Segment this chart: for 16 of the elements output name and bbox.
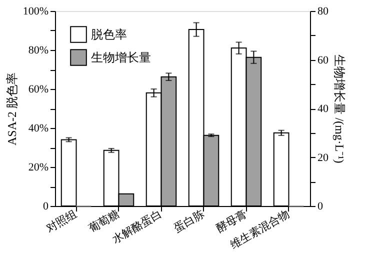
x-tick-label: 蛋白胨 <box>172 208 207 236</box>
y2-tick-label: 40 <box>318 103 329 115</box>
y-tick-label: 0 <box>43 200 49 212</box>
y-tick-label: 40% <box>28 122 48 134</box>
y-tick-label: 60% <box>28 84 48 96</box>
y2-tick-label: 20 <box>318 152 329 164</box>
y2-axis-title: 生物增长量 /(mg·L⁻¹) <box>332 54 346 164</box>
y2-tick-label: 60 <box>318 54 329 66</box>
legend-label: 生物增长量 <box>91 50 151 64</box>
y2-tick-label: 80 <box>318 6 329 18</box>
y-tick-label: 80% <box>28 44 48 56</box>
legend-label: 脱色率 <box>91 28 127 42</box>
y-tick-label: 20% <box>28 162 48 174</box>
y2-tick-label: 0 <box>318 200 324 212</box>
y-axis-title: ASA-2 脱色率 <box>4 72 19 146</box>
y-tick-label: 100% <box>22 6 48 18</box>
